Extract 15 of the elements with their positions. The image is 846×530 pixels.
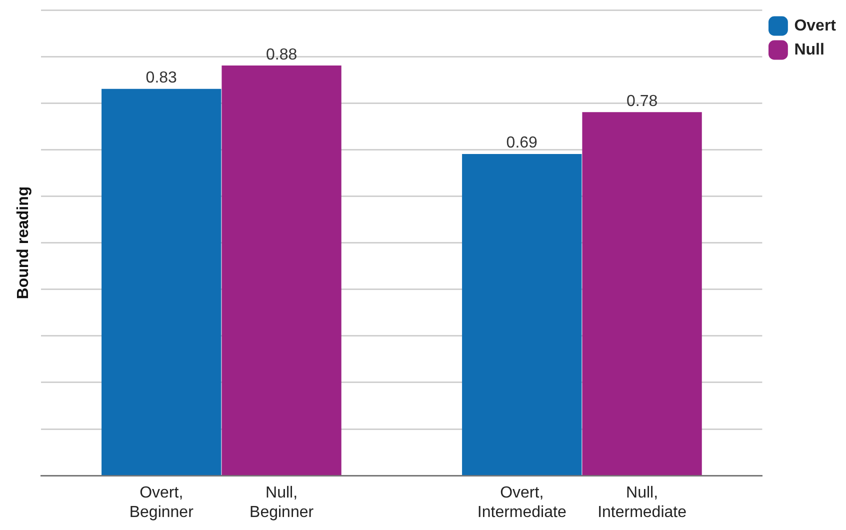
data-label: 0.88: [266, 46, 298, 64]
x-tick-label: Null, Intermediate: [598, 484, 687, 521]
legend-label: Overt: [794, 17, 837, 34]
x-tick-label: Overt, Beginner: [129, 484, 194, 521]
bar: [582, 112, 702, 476]
data-label: 0.78: [626, 92, 658, 110]
data-label: 0.83: [146, 70, 178, 87]
x-tick-label: Overt, Intermediate: [477, 484, 566, 521]
bar: [462, 154, 582, 476]
bar: [222, 66, 342, 476]
bar: [102, 88, 222, 476]
x-tick-label: Null, Beginner: [250, 484, 314, 521]
legend-label: Null: [794, 41, 824, 58]
y-axis-title: Bound reading: [15, 186, 32, 300]
data-label: 0.69: [506, 134, 538, 152]
